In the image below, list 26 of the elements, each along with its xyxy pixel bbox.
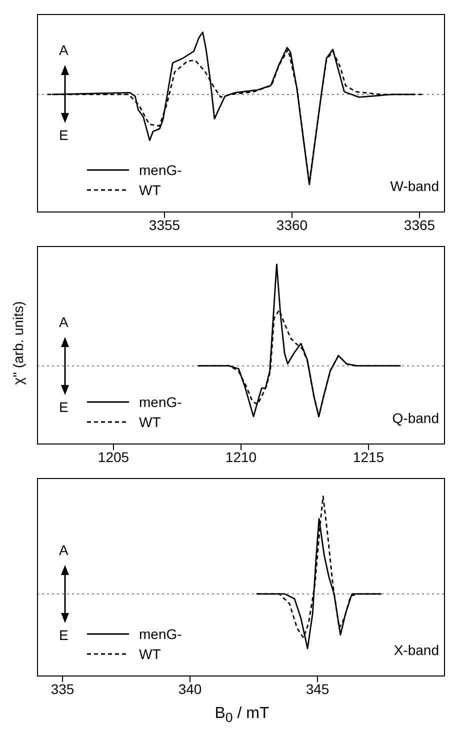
annotation: E: [59, 626, 68, 643]
x-tick-label: 335: [50, 680, 74, 697]
x-axis-title: B$_{0}$ / mT: [214, 704, 270, 728]
annotation: Q-band: [392, 410, 439, 426]
y-axis-title: χ'' (arb. units): [10, 300, 26, 387]
legend-label: menG-: [139, 626, 182, 642]
legend-label: WT: [139, 182, 161, 198]
x-tick-label: 1210: [225, 448, 257, 465]
legend-label: WT: [139, 646, 161, 662]
annotation: A: [59, 42, 68, 58]
x-tick-label: 1205: [98, 448, 130, 465]
x-tick-label: 1215: [352, 448, 384, 465]
x-tick-label: 345: [306, 680, 330, 697]
annotation: A: [59, 542, 68, 558]
annotation: W-band: [390, 178, 439, 194]
annotation: E: [59, 398, 68, 415]
x-tick-label: 3365: [404, 216, 436, 233]
annotation: E: [59, 127, 68, 144]
legend-label: menG-: [139, 394, 182, 410]
x-tick-label: 3355: [148, 216, 180, 233]
x-tick-label: 340: [178, 680, 202, 697]
annotation: A: [59, 314, 68, 330]
annotation: X-band: [394, 642, 439, 658]
legend-label: menG-: [139, 162, 182, 178]
x-tick-label: 3360: [276, 216, 308, 233]
legend-label: WT: [139, 414, 161, 430]
